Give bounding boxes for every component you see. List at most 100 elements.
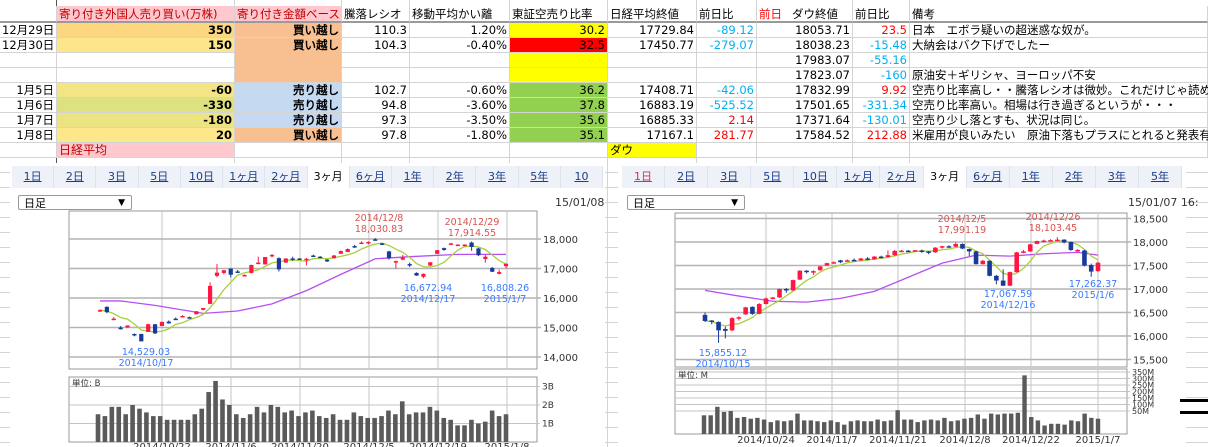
header-short-ratio[interactable]: 東証空売り比率 [510, 6, 608, 23]
header-advance-decline[interactable]: 騰落レシオ [342, 6, 410, 23]
tab-1ヶ月[interactable]: 1ヶ月 [837, 166, 881, 188]
tab-3ヶ月[interactable]: 3ヶ月 [923, 166, 967, 188]
tab-3年[interactable]: 3年 [1096, 166, 1139, 188]
empty-cell[interactable] [757, 143, 853, 158]
nikkei-close-cell[interactable]: 17729.84 [608, 23, 697, 38]
date-cell[interactable]: 12月29日 [0, 23, 57, 38]
advance-decline-cell[interactable]: 104.3 [342, 38, 410, 53]
dow-change-cell[interactable]: -55.16 [853, 53, 910, 68]
tab-5年[interactable]: 5年 [1139, 166, 1183, 188]
dow-close-cell[interactable]: 17832.99 [757, 83, 853, 98]
ma-deviation-cell[interactable]: -3.50% [410, 113, 510, 128]
ma-deviation-cell[interactable]: 1.20% [410, 23, 510, 38]
date-cell[interactable]: 1月5日 [0, 83, 57, 98]
nikkei-interval-select[interactable]: 日足 ▼ [18, 195, 132, 210]
nikkei-change-cell[interactable]: -89.12 [697, 23, 757, 38]
amount-base-cell[interactable]: 売り越し [235, 113, 342, 128]
amount-base-cell[interactable]: 売り越し [235, 98, 342, 113]
amount-base-cell[interactable]: 売り越し [235, 83, 342, 98]
ma-deviation-cell[interactable]: -0.40% [410, 38, 510, 53]
tab-5日[interactable]: 5日 [751, 166, 795, 188]
nikkei-change-cell[interactable]: -279.07 [697, 38, 757, 53]
dow-change-cell[interactable]: -130.01 [853, 113, 910, 128]
nikkei-close-cell[interactable]: 17450.77 [608, 38, 697, 53]
tab-3ヶ月[interactable]: 3ヶ月 [307, 166, 350, 188]
ma-deviation-cell[interactable]: -1.80% [410, 128, 510, 143]
ma-deviation-cell[interactable] [410, 53, 510, 68]
foreign-orders-cell[interactable]: -180 [57, 113, 235, 128]
header-ma-deviation[interactable]: 移動平均かい離 [410, 6, 510, 23]
amount-base-cell[interactable] [235, 53, 342, 68]
tab-5年[interactable]: 5年 [519, 166, 561, 188]
date-cell[interactable]: 12月30日 [0, 38, 57, 53]
dow-change-cell[interactable]: -331.34 [853, 98, 910, 113]
empty-cell[interactable] [697, 143, 757, 158]
date-cell[interactable]: 1月6日 [0, 98, 57, 113]
nikkei-close-cell[interactable]: 16885.33 [608, 113, 697, 128]
amount-base-cell[interactable]: 買い越し [235, 128, 342, 143]
tab-10日[interactable]: 10日 [181, 166, 224, 188]
tab-2年[interactable]: 2年 [434, 166, 477, 188]
empty-cell[interactable] [510, 143, 608, 158]
advance-decline-cell[interactable] [342, 53, 410, 68]
dow-change-cell[interactable]: -160 [853, 68, 910, 83]
empty-cell[interactable] [410, 143, 510, 158]
tab-3日[interactable]: 3日 [96, 166, 139, 188]
tab-1年[interactable]: 1年 [392, 166, 435, 188]
advance-decline-cell[interactable]: 97.3 [342, 113, 410, 128]
header-nikkei-close[interactable]: 日経平均終値 [608, 6, 697, 23]
advance-decline-cell[interactable]: 94.8 [342, 98, 410, 113]
advance-decline-cell[interactable]: 110.3 [342, 23, 410, 38]
nikkei-close-cell[interactable]: 16883.19 [608, 98, 697, 113]
foreign-orders-cell[interactable]: 20 [57, 128, 235, 143]
date-cell[interactable] [0, 68, 57, 83]
nikkei-change-cell[interactable] [697, 68, 757, 83]
foreign-orders-cell[interactable] [57, 68, 235, 83]
nikkei-change-cell[interactable]: -525.52 [697, 98, 757, 113]
dow-change-cell[interactable]: -15.48 [853, 38, 910, 53]
tab-2年[interactable]: 2年 [1053, 166, 1096, 188]
ma-deviation-cell[interactable]: -0.60% [410, 83, 510, 98]
nikkei-close-cell[interactable]: 17167.1 [608, 128, 697, 143]
dow-close-cell[interactable]: 18038.23 [757, 38, 853, 53]
short-ratio-cell[interactable]: 32.5 [510, 38, 608, 53]
short-ratio-cell[interactable] [510, 53, 608, 68]
amount-base-cell[interactable]: 買い越し [235, 23, 342, 38]
nikkei-change-cell[interactable] [697, 53, 757, 68]
nikkei-change-cell[interactable]: -42.06 [697, 83, 757, 98]
tab-6ヶ月[interactable]: 6ヶ月 [350, 166, 392, 188]
dow-label-cell[interactable]: ダウ [608, 143, 697, 158]
tab-5日[interactable]: 5日 [139, 166, 181, 188]
tab-3年[interactable]: 3年 [476, 166, 519, 188]
header-date[interactable] [0, 6, 57, 23]
short-ratio-cell[interactable]: 30.2 [510, 23, 608, 38]
foreign-orders-cell[interactable]: -60 [57, 83, 235, 98]
header-nikkei-change[interactable]: 前日比 [697, 6, 757, 23]
empty-cell[interactable] [235, 143, 342, 158]
nikkei-close-cell[interactable] [608, 68, 697, 83]
empty-cell[interactable] [0, 143, 57, 158]
foreign-orders-cell[interactable] [57, 53, 235, 68]
short-ratio-cell[interactable]: 36.2 [510, 83, 608, 98]
foreign-orders-cell[interactable]: -330 [57, 98, 235, 113]
short-ratio-cell[interactable]: 37.8 [510, 98, 608, 113]
dow-change-cell[interactable]: 212.88 [853, 128, 910, 143]
date-cell[interactable]: 1月8日 [0, 128, 57, 143]
dow-close-cell[interactable]: 17823.07 [757, 68, 853, 83]
tab-2日[interactable]: 2日 [665, 166, 709, 188]
short-ratio-cell[interactable]: 35.1 [510, 128, 608, 143]
nikkei-change-cell[interactable]: 281.77 [697, 128, 757, 143]
header-dow-close[interactable]: 前日 ダウ終値 [757, 6, 853, 23]
empty-cell[interactable] [853, 143, 910, 158]
advance-decline-cell[interactable] [342, 68, 410, 83]
date-cell[interactable]: 1月7日 [0, 113, 57, 128]
dow-close-cell[interactable]: 17371.64 [757, 113, 853, 128]
tab-1ヶ月[interactable]: 1ヶ月 [223, 166, 266, 188]
dow-close-cell[interactable]: 17501.65 [757, 98, 853, 113]
date-cell[interactable] [0, 53, 57, 68]
tab-2ヶ月[interactable]: 2ヶ月 [880, 166, 924, 188]
nikkei-close-cell[interactable] [608, 53, 697, 68]
foreign-orders-cell[interactable]: 150 [57, 38, 235, 53]
nikkei-change-cell[interactable]: 2.14 [697, 113, 757, 128]
dow-change-cell[interactable]: 9.92 [853, 83, 910, 98]
